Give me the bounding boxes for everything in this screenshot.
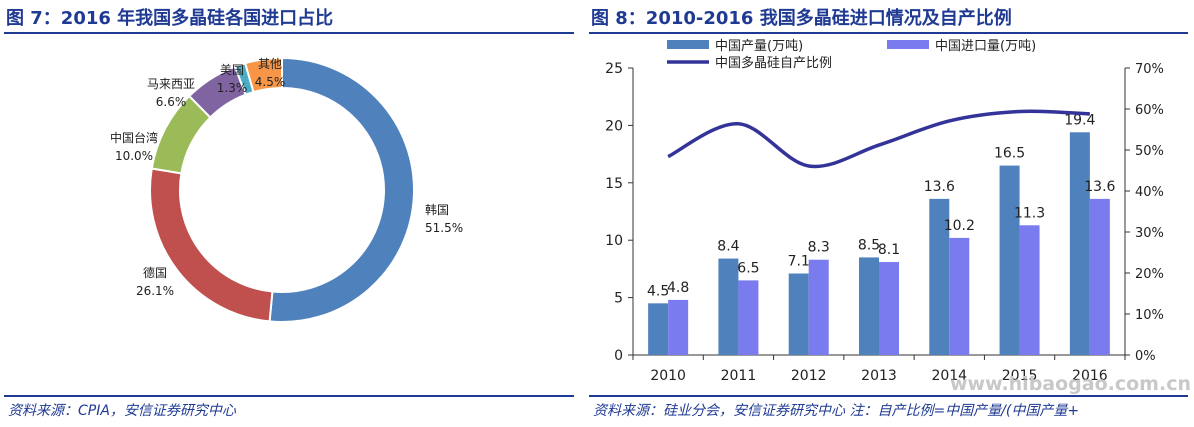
- slice-label: 其他: [258, 57, 282, 71]
- slice-label: 中国台湾: [110, 130, 158, 145]
- slice-value-label: 6.6%: [156, 95, 187, 109]
- bar-value-label: 8.3: [808, 240, 830, 256]
- right-tick-label: 0%: [1135, 349, 1156, 364]
- right-tick-label: 60%: [1135, 103, 1164, 118]
- left-tick-label: 10: [605, 233, 623, 249]
- left-tick-label: 25: [605, 61, 623, 77]
- donut-slice: [268, 56, 415, 323]
- slice-value-label: 4.5%: [255, 75, 286, 89]
- bar-value-label: 16.5: [994, 146, 1025, 162]
- figure-8-bottom-rule: [589, 395, 1188, 397]
- import-bar: [738, 280, 759, 355]
- figure-8-title: 图 8：2010-2016 我国多晶硅进口情况及自产比例: [591, 8, 1012, 29]
- donut-chart: 韩国 51.5% 德国 26.1% 中国台湾 10.0% 马来西亚 6.6% 美国 1.3% 其他 4…: [110, 56, 463, 323]
- bar-value-label: 11.3: [1014, 205, 1045, 221]
- import-bar: [879, 262, 899, 355]
- production-bar: [788, 273, 809, 355]
- slice-label: 马来西亚: [147, 77, 195, 91]
- right-tick-label: 10%: [1135, 308, 1164, 323]
- production-bar: [718, 258, 739, 355]
- legend-swatch: [667, 40, 709, 49]
- legend-label: 中国多晶硅自产比例: [715, 55, 832, 71]
- production-bar: [1069, 132, 1090, 355]
- figure-7-title: 图 7：2016 年我国多晶硅各国进口占比: [6, 8, 334, 29]
- x-tick-label: 2015: [1002, 368, 1038, 384]
- slice-label: 韩国: [425, 202, 449, 217]
- right-tick-label: 20%: [1135, 267, 1164, 282]
- bar-value-label: 7.1: [788, 253, 810, 269]
- bar-value-label: 10.2: [944, 218, 975, 234]
- figure-8-top-rule: [589, 32, 1188, 34]
- x-tick-label: 2014: [931, 368, 967, 384]
- bar-value-label: 8.4: [717, 239, 739, 255]
- production-bar: [999, 165, 1020, 355]
- import-bar: [1019, 225, 1040, 355]
- bar-value-label: 13.6: [924, 179, 955, 195]
- right-tick-label: 70%: [1135, 62, 1164, 77]
- figure-8-panel: 图 8：2010-2016 我国多晶硅进口情况及自产比例 0 5 10 15 20 25 0…: [585, 0, 1194, 427]
- production-bar: [929, 198, 950, 355]
- bar-value-label: 6.5: [737, 260, 759, 276]
- x-tick-label: 2012: [791, 368, 827, 384]
- x-tick-label: 2016: [1072, 368, 1108, 384]
- slice-label: 德国: [143, 265, 167, 280]
- slice-value-label: 10.0%: [115, 149, 153, 163]
- legend-swatch: [887, 40, 929, 49]
- figure-8-source: 资料来源：硅业分会，安信证券研究中心 注：自产比例=中国产量/(中国产量+: [593, 403, 1080, 419]
- import-bar: [949, 237, 970, 355]
- right-tick-label: 50%: [1135, 144, 1164, 159]
- bar-value-label: 13.6: [1084, 179, 1115, 195]
- bar-value-label: 4.5: [647, 283, 669, 299]
- production-bar: [648, 303, 669, 355]
- import-bar: [808, 259, 829, 355]
- bar-value-label: 8.1: [878, 242, 900, 258]
- legend-label: 中国进口量(万吨): [935, 39, 1036, 54]
- import-bar: [668, 299, 689, 355]
- slice-value-label: 51.5%: [425, 221, 463, 235]
- bar-value-label: 4.8: [667, 280, 689, 296]
- donut-slice: [243, 56, 283, 94]
- donut-slice: [149, 167, 274, 323]
- x-tick-label: 2011: [721, 368, 757, 384]
- x-tick-label: 2010: [650, 368, 686, 384]
- figure-7-source: 资料来源：CPIA，安信证券研究中心: [8, 403, 236, 419]
- slice-label: 美国: [220, 63, 244, 77]
- figure-7-top-rule: [4, 32, 574, 34]
- self-production-ratio-line: [667, 109, 1090, 169]
- left-tick-label: 20: [605, 118, 623, 134]
- slice-value-label: 1.3%: [217, 81, 248, 95]
- production-bar: [859, 257, 879, 355]
- watermark: www.hibaogao.com.cn: [950, 373, 1191, 395]
- figure-7-bottom-rule: [4, 395, 574, 397]
- right-tick-label: 40%: [1135, 185, 1164, 200]
- bar-value-label: 19.4: [1064, 112, 1095, 128]
- legend-label: 中国产量(万吨): [715, 39, 803, 54]
- figure-7-panel: 图 7：2016 年我国多晶硅各国进口占比 韩国 51.5% 德国 26.1% 中国台湾…: [0, 0, 580, 427]
- left-tick-label: 15: [605, 176, 623, 192]
- combo-chart: 0 5 10 15 20 25 0% 10% 20% 30% 40% 50% 60% 70% 2010 201…: [605, 39, 1191, 395]
- slice-value-label: 26.1%: [136, 284, 174, 298]
- left-tick-label: 0: [614, 348, 623, 364]
- x-tick-label: 2013: [861, 368, 897, 384]
- bar-value-label: 8.5: [858, 237, 880, 253]
- import-bar: [1089, 198, 1110, 355]
- left-tick-label: 5: [614, 291, 623, 307]
- right-tick-label: 30%: [1135, 226, 1164, 241]
